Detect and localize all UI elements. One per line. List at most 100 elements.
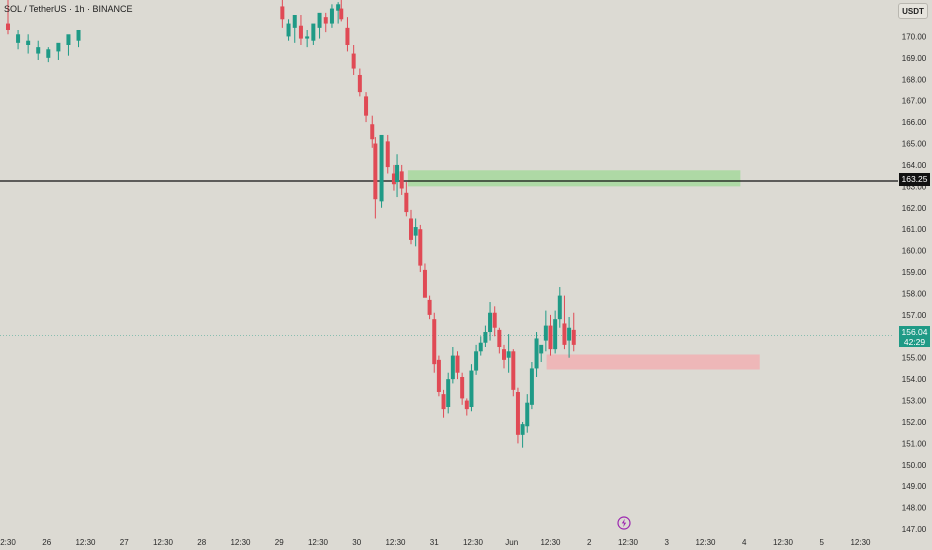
candle-body: [492, 312, 497, 328]
candle-body: [520, 424, 525, 435]
candle-body: [298, 25, 303, 39]
x-tick-label: 12:30: [695, 538, 716, 547]
x-tick-label: 12:30: [230, 538, 251, 547]
candle-body: [441, 394, 446, 410]
y-tick-label: 150.00: [902, 461, 927, 470]
candle-body: [305, 36, 310, 39]
x-tick-label: 12:30: [75, 538, 96, 547]
bar-countdown: 42:29: [903, 337, 926, 347]
candle-body: [460, 376, 465, 399]
symbol-title[interactable]: SOL / TetherUS · 1h · BINANCE: [4, 4, 133, 14]
y-tick-label: 154.00: [902, 375, 927, 384]
y-tick-label: 158.00: [902, 289, 927, 298]
candle-body: [562, 323, 567, 345]
x-tick-label: 29: [275, 538, 284, 547]
candle-body: [464, 400, 469, 410]
candle-body: [483, 332, 488, 343]
candle-body: [543, 325, 548, 341]
x-tick-label: 27: [120, 538, 129, 547]
y-tick-label: 155.00: [902, 354, 927, 363]
candle-body: [16, 34, 21, 43]
candle-body: [76, 29, 81, 41]
candle-body: [292, 15, 297, 28]
y-tick-label: 151.00: [902, 439, 927, 448]
candle-body: [56, 42, 61, 52]
candle-body: [511, 351, 516, 390]
x-tick-label: 4: [742, 538, 747, 547]
candle-body: [557, 295, 562, 320]
x-tick-label: 2:30: [0, 538, 16, 547]
candle-body: [329, 8, 334, 24]
x-tick-label: 12:30: [385, 538, 406, 547]
candle-body: [6, 23, 10, 30]
candle-body: [280, 6, 285, 20]
candle-body: [529, 368, 534, 405]
x-tick-label: 12:30: [618, 538, 639, 547]
candle-body: [534, 338, 539, 369]
candle-body: [525, 402, 530, 427]
candle-body: [336, 4, 341, 11]
candle-body: [553, 319, 558, 350]
replay-icon[interactable]: [617, 516, 631, 530]
candle-body: [357, 74, 362, 93]
candle-body: [26, 40, 31, 45]
y-tick-label: 163.00: [902, 182, 927, 191]
y-tick-label: 148.00: [902, 504, 927, 513]
candle-body: [571, 329, 576, 345]
y-tick-label: 152.00: [902, 418, 927, 427]
candle-body: [317, 12, 322, 28]
y-tick-label: 157.00: [902, 311, 927, 320]
candle-body: [488, 312, 493, 333]
x-tick-label: 12:30: [308, 538, 329, 547]
candle-body: [432, 319, 437, 365]
candle-body: [427, 299, 432, 315]
x-tick-label: 3: [665, 538, 670, 547]
y-tick-label: 165.00: [902, 140, 927, 149]
y-tick-label: 161.00: [902, 225, 927, 234]
y-tick-label: 164.00: [902, 161, 927, 170]
x-tick-label: 28: [197, 538, 206, 547]
candle-body: [422, 269, 427, 298]
candle-body: [323, 17, 328, 24]
x-tick-label: 12:30: [540, 538, 561, 547]
y-tick-label: 159.00: [902, 268, 927, 277]
x-tick-label: 5: [820, 538, 825, 547]
candle-body: [373, 143, 378, 200]
candle-body: [515, 391, 520, 435]
candle-body: [36, 47, 41, 54]
candle-body: [379, 134, 384, 202]
candle-body: [409, 218, 413, 240]
candle-body: [502, 349, 506, 360]
x-tick-label: 30: [352, 538, 361, 547]
candle-body: [455, 355, 460, 373]
candle-body: [351, 53, 356, 69]
candle-body: [567, 327, 572, 341]
candle-body: [339, 8, 344, 20]
x-tick-label: 26: [42, 538, 51, 547]
candle-body: [539, 344, 544, 354]
x-tick-label: 2: [587, 538, 592, 547]
candle-body: [311, 23, 316, 41]
support-zone: [546, 354, 760, 370]
y-tick-label: 153.00: [902, 397, 927, 406]
candle-body: [370, 124, 375, 140]
y-tick-label: 169.00: [902, 54, 927, 63]
candle-body: [385, 141, 390, 168]
candle-body: [418, 229, 423, 266]
candle-body: [450, 355, 455, 380]
candle-body: [497, 329, 502, 348]
currency-button[interactable]: USDT: [898, 3, 928, 19]
candle-body: [413, 227, 418, 236]
x-tick-label: 31: [430, 538, 439, 547]
x-tick-label: 12:30: [463, 538, 484, 547]
x-tick-label: 12:30: [773, 538, 794, 547]
candle-body: [395, 164, 400, 183]
candle-body: [286, 23, 291, 37]
resistance-zone: [407, 170, 741, 187]
y-tick-label: 147.00: [902, 525, 927, 534]
candle-body: [474, 351, 479, 371]
x-tick-label: 12:30: [153, 538, 174, 547]
price-axis-panel: [894, 0, 932, 550]
